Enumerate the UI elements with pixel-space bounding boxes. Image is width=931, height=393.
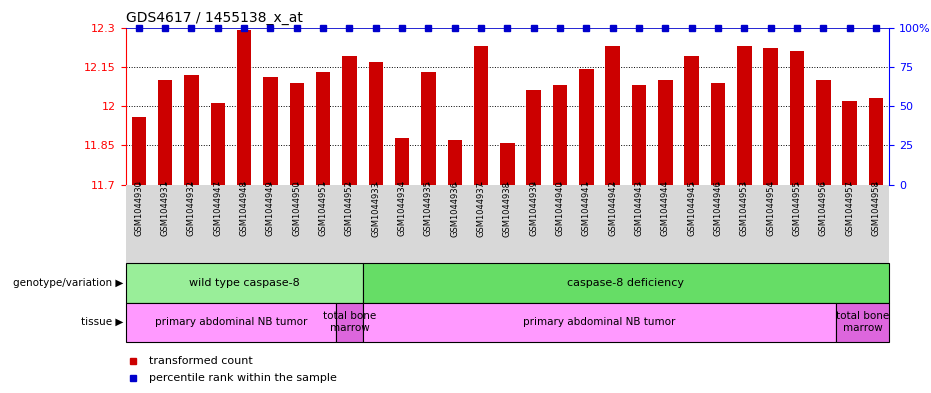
Bar <box>579 70 594 185</box>
Bar <box>421 72 436 185</box>
Bar <box>836 303 889 342</box>
Bar <box>131 117 146 185</box>
Text: percentile rank within the sample: percentile rank within the sample <box>149 373 336 384</box>
Text: primary abdominal NB tumor: primary abdominal NB tumor <box>523 317 676 327</box>
Bar <box>158 80 172 185</box>
Text: total bone
marrow: total bone marrow <box>836 312 889 333</box>
Text: caspase-8 deficiency: caspase-8 deficiency <box>567 278 684 288</box>
Bar <box>362 263 889 303</box>
Text: total bone
marrow: total bone marrow <box>323 312 376 333</box>
Bar <box>263 77 277 185</box>
Bar <box>362 303 836 342</box>
Bar <box>816 80 830 185</box>
Bar <box>553 85 567 185</box>
Bar <box>126 263 362 303</box>
Bar <box>737 46 751 185</box>
Text: primary abdominal NB tumor: primary abdominal NB tumor <box>155 317 307 327</box>
Bar <box>500 143 515 185</box>
Bar <box>210 103 225 185</box>
Bar <box>343 56 357 185</box>
Bar <box>605 46 620 185</box>
Bar <box>632 85 646 185</box>
Bar <box>369 62 383 185</box>
Bar <box>789 51 804 185</box>
Text: transformed count: transformed count <box>149 356 252 366</box>
Bar <box>290 83 304 185</box>
Bar <box>336 303 362 342</box>
Text: GDS4617 / 1455138_x_at: GDS4617 / 1455138_x_at <box>126 11 303 25</box>
Bar <box>684 56 699 185</box>
Bar <box>395 138 410 185</box>
Bar <box>126 303 336 342</box>
Bar <box>843 101 857 185</box>
Bar <box>474 46 488 185</box>
Bar <box>658 80 672 185</box>
Text: genotype/variation ▶: genotype/variation ▶ <box>13 278 124 288</box>
Bar <box>710 83 725 185</box>
Bar <box>316 72 331 185</box>
Text: wild type caspase-8: wild type caspase-8 <box>189 278 300 288</box>
Bar <box>236 30 251 185</box>
Bar <box>448 140 462 185</box>
Bar <box>527 90 541 185</box>
Bar <box>869 98 884 185</box>
Bar <box>763 48 778 185</box>
Text: tissue ▶: tissue ▶ <box>81 317 124 327</box>
Bar <box>184 75 198 185</box>
